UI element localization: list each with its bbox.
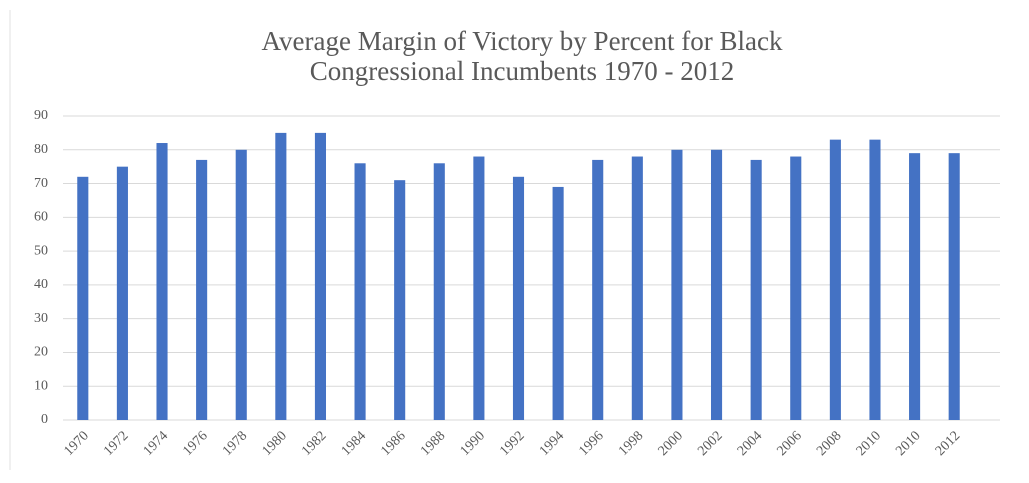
bar (235, 149, 247, 420)
y-tick-label: 0 (41, 412, 48, 427)
x-tick-label: 1984 (339, 428, 369, 458)
x-tick-label: 2010 (854, 428, 884, 458)
x-tick-label: 1970 (62, 428, 92, 458)
bar (750, 159, 762, 420)
bar (77, 176, 89, 420)
bar (275, 132, 287, 420)
bar (671, 149, 683, 420)
chart-title: Average Margin of Victory by Percent for… (262, 26, 783, 56)
x-tick-label: 1988 (418, 428, 448, 458)
y-tick-label: 20 (34, 345, 48, 360)
x-tick-label: 1992 (497, 428, 527, 458)
y-tick-label: 40 (34, 277, 48, 292)
chart-title: Congressional Incumbents 1970 - 2012 (310, 56, 734, 86)
bar (829, 139, 841, 420)
x-tick-label: 1986 (378, 428, 408, 458)
bar (473, 156, 485, 421)
x-tick-label: 1976 (180, 428, 210, 458)
x-tick-label: 2000 (656, 428, 686, 458)
y-tick-label: 90 (34, 108, 48, 123)
bar (790, 156, 802, 421)
x-tick-label: 1972 (101, 428, 131, 458)
bar (314, 132, 327, 420)
x-tick-label: 1998 (616, 428, 646, 458)
bar (116, 166, 128, 420)
x-tick-label: 1982 (299, 428, 329, 458)
bar (196, 159, 208, 420)
y-tick-label: 80 (34, 142, 48, 157)
bar (592, 159, 604, 420)
y-tick-label: 60 (34, 210, 48, 225)
x-tick-label: 1990 (458, 428, 488, 458)
bar (710, 149, 723, 420)
x-tick-label: 1994 (537, 428, 567, 458)
bar (552, 186, 564, 420)
bar (869, 139, 881, 420)
y-tick-label: 10 (34, 378, 48, 393)
x-tick-label: 2010 (893, 428, 923, 458)
x-tick-label: 1978 (220, 428, 250, 458)
x-tick-label: 2006 (774, 428, 804, 458)
bar (156, 143, 168, 420)
bar (909, 153, 921, 420)
bar (354, 163, 366, 421)
x-tick-label: 1974 (141, 428, 171, 458)
x-tick-label: 1996 (576, 428, 606, 458)
y-tick-label: 50 (34, 243, 48, 258)
bar (512, 176, 525, 420)
y-tick-label: 30 (34, 311, 48, 326)
bar (948, 153, 960, 420)
x-tick-label: 1980 (260, 428, 290, 458)
bar (631, 156, 643, 421)
bar (433, 163, 445, 421)
x-tick-label: 2012 (933, 428, 963, 458)
x-tick-label: 2002 (695, 428, 725, 458)
x-tick-label: 2008 (814, 428, 844, 458)
y-tick-label: 70 (34, 176, 48, 191)
bar (394, 180, 406, 420)
x-tick-label: 2004 (735, 428, 765, 458)
